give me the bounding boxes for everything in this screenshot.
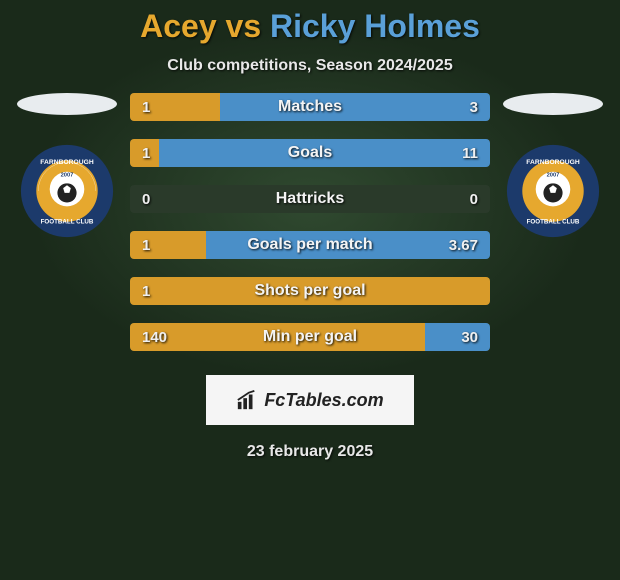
left-player-flag-oval — [17, 93, 117, 115]
main-content-row: FARNBOROUGH FOOTBALL CLUB 2007 13Matches… — [0, 93, 620, 351]
stat-bar-row: 00Hattricks — [130, 185, 490, 213]
fctables-chart-icon — [236, 389, 258, 411]
stat-bar-row: 1Shots per goal — [130, 277, 490, 305]
stat-bar-right-fill — [159, 139, 490, 167]
stat-bar-left-fill — [130, 277, 490, 305]
left-player-column: FARNBOROUGH FOOTBALL CLUB 2007 — [12, 93, 122, 239]
stat-bar-row: 14030Min per goal — [130, 323, 490, 351]
vs-separator: vs — [217, 8, 270, 44]
stat-bar-right-fill — [425, 323, 490, 351]
stat-bar-row: 111Goals — [130, 139, 490, 167]
comparison-title: Acey vs Ricky Holmes — [140, 8, 480, 45]
right-club-badge: FARNBOROUGH FOOTBALL CLUB 2007 — [505, 143, 601, 239]
badge-bottom-text: FOOTBALL CLUB — [41, 219, 94, 226]
left-club-badge: FARNBOROUGH FOOTBALL CLUB 2007 — [19, 143, 115, 239]
stat-bar-row: 13.67Goals per match — [130, 231, 490, 259]
stat-bar-right-fill — [206, 231, 490, 259]
player-left-name: Acey — [140, 8, 217, 44]
badge-bottom-text: FOOTBALL CLUB — [527, 219, 580, 226]
stat-bar-left-fill — [130, 139, 159, 167]
badge-year: 2007 — [61, 173, 74, 179]
fctables-watermark: FcTables.com — [206, 375, 414, 425]
subtitle: Club competitions, Season 2024/2025 — [167, 57, 452, 75]
right-player-column: FARNBOROUGH FOOTBALL CLUB 2007 — [498, 93, 608, 239]
badge-year: 2007 — [547, 173, 560, 179]
comparison-date: 23 february 2025 — [247, 443, 373, 461]
stat-bar-right-fill — [220, 93, 490, 121]
badge-top-text: FARNBOROUGH — [526, 159, 580, 166]
fctables-label: FcTables.com — [264, 390, 383, 411]
stat-bar-left-fill — [130, 231, 206, 259]
badge-top-text: FARNBOROUGH — [40, 159, 94, 166]
player-right-name: Ricky Holmes — [270, 8, 480, 44]
right-player-flag-oval — [503, 93, 603, 115]
stats-bars-column: 13Matches 111Goals 00Hattricks 13.67Goals p… — [130, 93, 490, 351]
stat-bar-left-fill — [130, 93, 220, 121]
stat-bar-row: 13Matches — [130, 93, 490, 121]
stat-bar-left-fill — [130, 323, 425, 351]
